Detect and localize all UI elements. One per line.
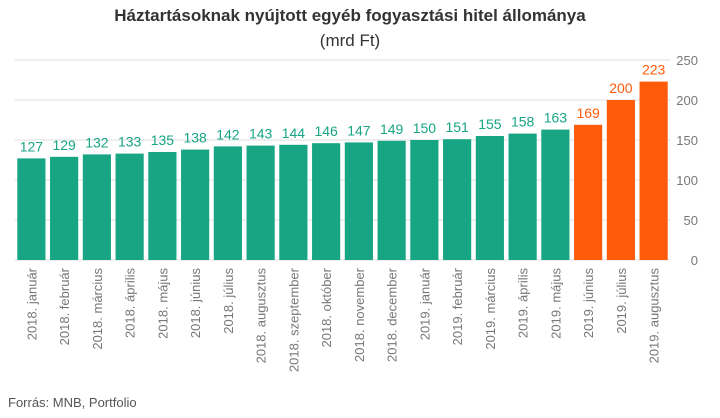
- bar: [50, 156, 79, 260]
- bar: [279, 144, 308, 260]
- x-tick-label: 2018. szeptember: [286, 267, 301, 372]
- bar: [606, 100, 635, 260]
- bar: [246, 145, 275, 260]
- x-tick-label: 2019. január: [417, 267, 432, 340]
- bar: [82, 154, 111, 260]
- x-tick-label: 2019. február: [450, 267, 465, 345]
- bar: [443, 139, 472, 260]
- bar: [574, 124, 603, 260]
- x-tick-label: 2019. április: [516, 268, 531, 339]
- data-label: 132: [85, 134, 109, 150]
- data-label: 200: [609, 80, 633, 96]
- data-label: 151: [445, 119, 469, 135]
- data-label: 144: [282, 125, 306, 141]
- data-label: 163: [544, 110, 568, 126]
- data-label: 138: [183, 130, 207, 146]
- x-tick-label: 2018. július: [221, 268, 236, 334]
- y-tick-label: 50: [684, 213, 698, 228]
- x-tick-label: 2018. február: [57, 267, 72, 345]
- bar: [148, 152, 177, 260]
- x-tick-label: 2019. március: [483, 268, 498, 350]
- data-label: 223: [642, 62, 666, 78]
- data-label: 135: [151, 132, 175, 148]
- y-tick-label: 150: [676, 133, 698, 148]
- y-tick-label: 0: [691, 253, 698, 268]
- x-tick-label: 2018. május: [155, 268, 170, 339]
- x-tick-label: 2018. június: [188, 268, 203, 339]
- x-tick-label: 2019. augusztus: [647, 268, 662, 364]
- bar: [17, 158, 46, 260]
- x-tick-label: 2018. november: [352, 267, 367, 362]
- data-label: 133: [118, 134, 142, 150]
- x-tick-label: 2018. december: [385, 267, 400, 362]
- data-label: 127: [20, 138, 44, 154]
- bar: [344, 142, 373, 260]
- bar: [475, 136, 504, 260]
- data-label: 129: [52, 137, 76, 153]
- y-tick-label: 250: [676, 53, 698, 68]
- data-label: 169: [576, 105, 600, 121]
- y-tick-label: 200: [676, 93, 698, 108]
- bar: [213, 146, 242, 260]
- bar: [312, 143, 341, 260]
- bar: [410, 140, 439, 260]
- data-label: 147: [347, 122, 371, 138]
- chart-subtitle: (mrd Ft): [319, 31, 381, 50]
- source-note: Forrás: MNB, Portfolio: [8, 395, 137, 410]
- x-tick-label: 2019. június: [581, 268, 596, 339]
- x-tick-label: 2019. július: [614, 268, 629, 334]
- x-tick-label: 2018. április: [123, 268, 138, 339]
- x-tick-label: 2018. október: [319, 267, 334, 347]
- data-label: 150: [413, 120, 437, 136]
- data-label: 158: [511, 114, 535, 130]
- data-label: 155: [478, 116, 502, 132]
- data-label: 142: [216, 126, 240, 142]
- x-tick-label: 2018. január: [24, 267, 39, 340]
- x-tick-label: 2018. március: [90, 268, 105, 350]
- data-label: 149: [380, 121, 404, 137]
- bar: [115, 153, 144, 260]
- y-tick-label: 100: [676, 173, 698, 188]
- bar: [541, 129, 570, 260]
- data-label: 143: [249, 126, 273, 142]
- x-tick-label: 2018. augusztus: [254, 268, 269, 364]
- bar: [377, 140, 406, 260]
- bar: [181, 149, 210, 260]
- bar: [508, 133, 537, 260]
- chart-title: Háztartásoknak nyújtott egyéb fogyasztás…: [114, 6, 586, 25]
- x-tick-label: 2019. május: [548, 268, 563, 339]
- bar: [639, 81, 668, 260]
- data-label: 146: [314, 123, 338, 139]
